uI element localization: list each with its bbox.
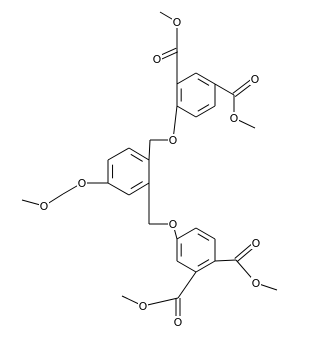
atom-label: O <box>173 16 182 29</box>
label-bg <box>229 112 239 124</box>
bond <box>107 147 130 161</box>
label-bg <box>173 316 183 328</box>
bond <box>195 227 216 240</box>
label-bg <box>152 53 162 65</box>
label-bg <box>168 134 178 146</box>
label-bg <box>77 177 87 189</box>
bond <box>176 105 197 118</box>
bond <box>176 227 197 240</box>
bond <box>197 78 210 86</box>
bond <box>128 182 150 196</box>
bond <box>130 181 143 190</box>
label-bg <box>172 16 182 28</box>
label-bg <box>251 237 261 249</box>
bond <box>176 72 197 85</box>
atom-label: O <box>169 218 178 231</box>
atom-label: O <box>252 237 261 250</box>
molecule-diagram: O O O O O O O O O O O O <box>21 11 278 329</box>
atom-label: O <box>40 200 49 213</box>
atom-label: O <box>230 112 239 125</box>
atom-label: O <box>139 300 148 313</box>
bond <box>197 104 210 112</box>
bond <box>195 260 216 273</box>
bond <box>177 271 197 299</box>
bond <box>195 105 216 118</box>
label-bg <box>39 200 49 212</box>
bond <box>128 147 150 161</box>
bond <box>197 233 210 241</box>
atom-label: O <box>251 73 260 86</box>
bond <box>195 72 216 85</box>
bond <box>214 83 235 96</box>
label-bg <box>138 300 148 312</box>
bonds <box>21 11 278 322</box>
label-bg <box>251 277 261 289</box>
bond <box>130 153 143 162</box>
atom-labels: O O O O O O O O O O O O <box>39 16 261 329</box>
bond <box>107 182 130 196</box>
atom-label: O <box>153 53 162 66</box>
bond <box>214 259 237 262</box>
atom-label: O <box>169 134 178 147</box>
atom-label: O <box>174 316 183 329</box>
atom-label: O <box>78 177 87 190</box>
label-bg <box>168 218 178 230</box>
bond <box>142 297 179 307</box>
label-bg <box>250 73 260 85</box>
bond <box>148 139 151 161</box>
atom-label: O <box>252 277 261 290</box>
bond <box>176 260 197 273</box>
bond <box>197 259 210 267</box>
